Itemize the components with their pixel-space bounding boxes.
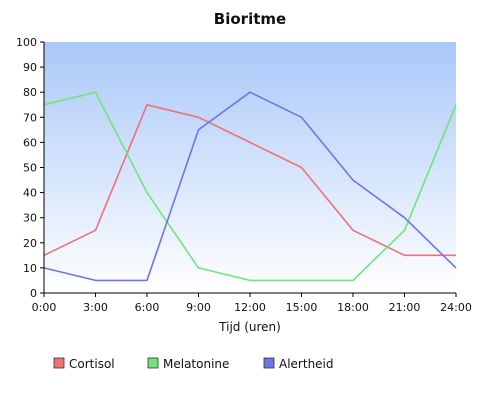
- series-line-melatonine: [43, 91, 457, 282]
- y-tick-label: 60: [23, 136, 37, 149]
- x-tick-label: 21:00: [389, 301, 421, 314]
- y-tick-label: 80: [23, 86, 37, 99]
- x-tick-label: 9:00: [186, 301, 211, 314]
- y-tick-label: 50: [23, 162, 37, 175]
- series-lines: [43, 91, 457, 282]
- x-axis-ticks: 0:00 3:00 6:00 9:00 12:00 15:00 18:00 21:00 24:0…: [32, 293, 472, 314]
- legend-swatch-melatonine: [147, 357, 159, 369]
- x-axis-label: Tijd (uren): [218, 320, 281, 334]
- x-tick-label: 3:00: [83, 301, 108, 314]
- y-tick-label: 30: [23, 212, 37, 225]
- legend-label-cortisol: Cortisol: [69, 357, 115, 371]
- series-line-alertheid: [43, 91, 457, 282]
- chart-title: Bioritme: [214, 10, 286, 28]
- x-tick-label: 0:00: [32, 301, 57, 314]
- x-tick-label: 12:00: [234, 301, 266, 314]
- legend: Cortisol Melatonine Alertheid: [53, 357, 334, 371]
- legend-swatch-alertheid: [263, 357, 275, 369]
- legend-label-alertheid: Alertheid: [279, 357, 334, 371]
- y-tick-label: 20: [23, 237, 37, 250]
- x-tick-label: 6:00: [135, 301, 160, 314]
- y-tick-label: 40: [23, 187, 37, 200]
- plot-area: [44, 42, 456, 293]
- y-tick-label: 100: [16, 36, 37, 49]
- y-tick-label: 90: [23, 61, 37, 74]
- x-tick-label: 18:00: [337, 301, 369, 314]
- y-axis-ticks: 0 10 20 30 40 50 60 70 80 90 100: [16, 36, 44, 300]
- x-tick-label: 24:00: [440, 301, 472, 314]
- y-tick-label: 0: [30, 287, 37, 300]
- x-tick-label: 15:00: [286, 301, 318, 314]
- legend-label-melatonine: Melatonine: [163, 357, 229, 371]
- y-tick-label: 70: [23, 111, 37, 124]
- legend-swatch-cortisol: [53, 357, 65, 369]
- y-tick-label: 10: [23, 262, 37, 275]
